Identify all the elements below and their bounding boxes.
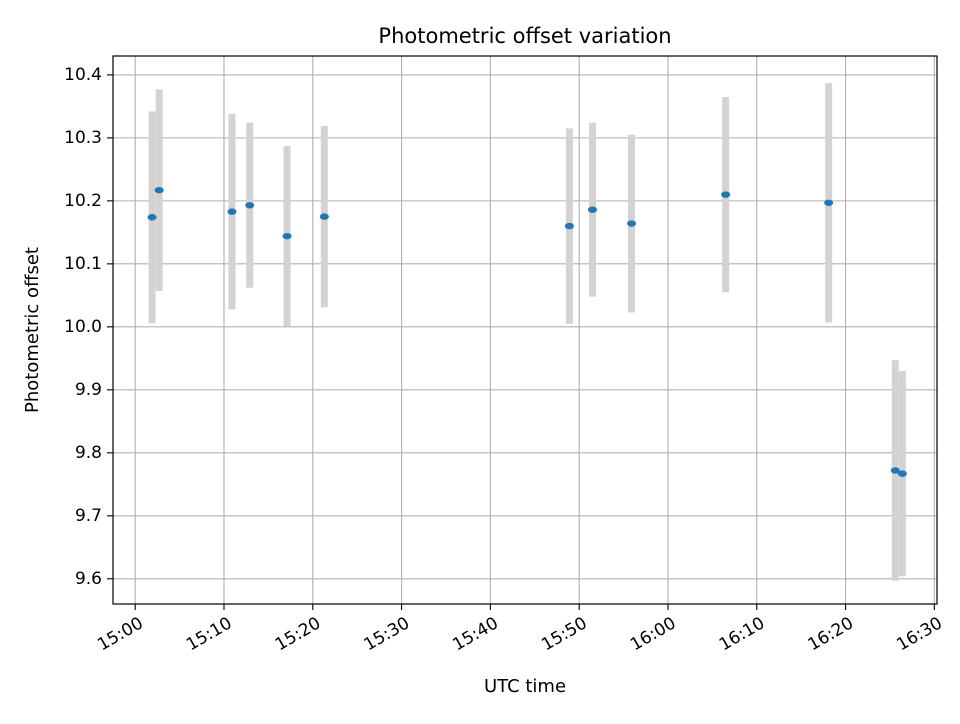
data-point — [890, 467, 900, 474]
data-point — [227, 208, 237, 215]
data-point — [627, 220, 637, 227]
y-tick-label: 10.2 — [64, 191, 102, 211]
y-axis-label: Photometric offset — [22, 247, 43, 413]
x-axis-label: UTC time — [484, 676, 566, 697]
data-point — [824, 199, 834, 206]
y-tick-label: 9.8 — [75, 443, 102, 463]
y-axis-ticks: 9.6 9.7 9.8 9.9 10.0 10.1 10.2 10.3 10.4 — [64, 65, 113, 589]
data-points — [147, 186, 907, 477]
y-tick-label: 9.9 — [75, 380, 102, 400]
data-point — [154, 186, 164, 194]
data-point — [587, 206, 597, 213]
y-tick-label: 10.4 — [64, 65, 102, 85]
y-tick-label: 10.3 — [64, 128, 102, 148]
data-point — [282, 232, 292, 240]
chart-title: Photometric offset variation — [378, 24, 671, 48]
grid-lines — [113, 56, 937, 604]
data-point — [897, 470, 907, 477]
y-tick-label: 10.1 — [64, 254, 102, 274]
data-point — [147, 214, 157, 221]
plot-frame — [112, 55, 938, 605]
y-tick-label: 9.7 — [75, 506, 102, 526]
data-point — [564, 222, 574, 230]
data-point — [245, 202, 255, 209]
y-tick-label: 9.6 — [75, 569, 102, 589]
data-point — [319, 213, 329, 220]
y-tick-label: 10.0 — [64, 317, 102, 337]
data-point — [721, 191, 731, 198]
